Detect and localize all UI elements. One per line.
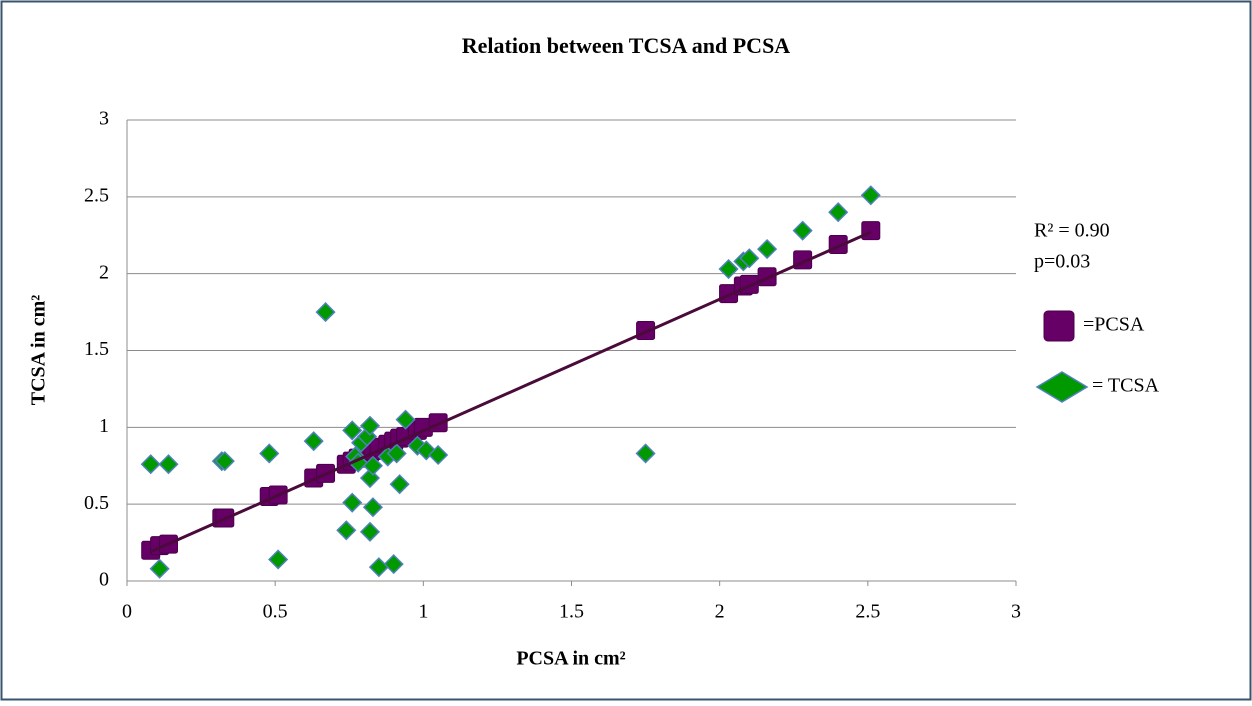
y-tick-label: 1: [99, 415, 109, 437]
point: [259, 443, 280, 464]
legend-label: =PCSA: [1083, 314, 1145, 336]
y-tick-label: 0.5: [84, 492, 109, 514]
point: [861, 221, 881, 241]
point: [428, 444, 449, 466]
point: [757, 239, 778, 260]
point: [315, 302, 336, 323]
y-axis-label: TCSA in cm²: [28, 295, 50, 405]
point: [389, 474, 410, 495]
point: [362, 497, 384, 518]
point: [359, 415, 381, 436]
x-tick-label: 1.5: [559, 601, 584, 623]
point: [860, 185, 881, 206]
point: [386, 443, 407, 464]
x-tick-label: 0: [122, 601, 132, 623]
y-tick-label: 1.5: [84, 338, 109, 360]
point: [303, 431, 324, 452]
y-tick-label: 3: [99, 108, 109, 130]
point: [383, 554, 404, 575]
point: [268, 549, 289, 570]
point: [158, 454, 179, 475]
legend-label: = TCSA: [1092, 375, 1160, 397]
legend-marker: [1043, 310, 1075, 342]
x-axis-label: PCSA in cm²: [516, 648, 625, 670]
legend-marker: [1035, 371, 1089, 403]
point: [342, 420, 363, 441]
point: [718, 258, 739, 280]
y-tick-label: 2.5: [84, 184, 109, 206]
x-tick-label: 0.5: [263, 601, 288, 623]
point: [739, 248, 760, 269]
x-tick-label: 2: [715, 601, 725, 623]
point: [214, 451, 235, 472]
point: [149, 558, 170, 579]
x-tick-label: 3: [1011, 601, 1021, 623]
point: [792, 220, 813, 241]
point: [342, 492, 363, 513]
point: [359, 521, 381, 542]
x-tick-label: 1: [418, 601, 428, 623]
point: [362, 455, 384, 476]
chart-title: Relation between TCSA and PCSA: [462, 33, 791, 58]
y-tick-label: 0: [99, 569, 109, 591]
annotation: R² = 0.90: [1034, 220, 1110, 242]
y-tick-label: 2: [99, 261, 109, 283]
point: [828, 202, 849, 223]
x-tick-label: 2.5: [855, 601, 880, 623]
point: [336, 520, 357, 541]
trendline: [150, 230, 872, 554]
point: [635, 443, 656, 464]
point: [395, 409, 416, 430]
point: [140, 454, 161, 475]
annotation: p=0.03: [1034, 251, 1090, 273]
